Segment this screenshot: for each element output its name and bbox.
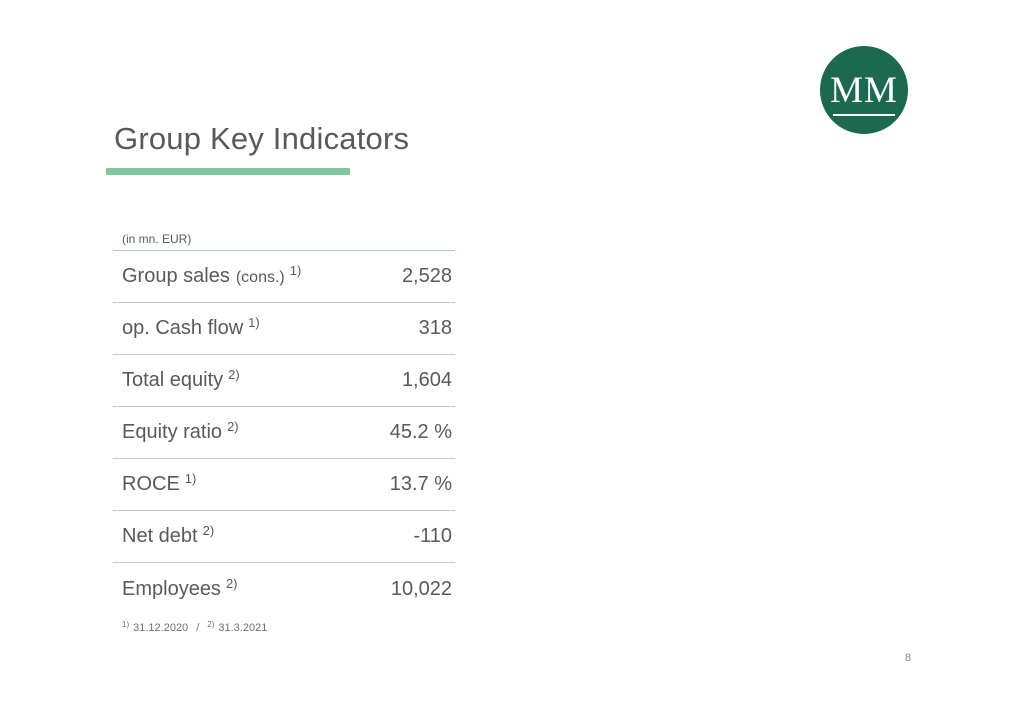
row-label-text: ROCE [122, 473, 180, 495]
kpi-table: (in mn. EUR) Group sales (cons.) 1) 2,52… [113, 232, 455, 634]
row-footnote-marker: 2) [202, 523, 215, 538]
table-row: Employees 2) 10,022 [113, 563, 455, 615]
logo-monogram: MM [830, 70, 898, 111]
row-footnote-marker: 1) [248, 315, 260, 330]
page-title: Group Key Indicators [114, 121, 410, 156]
row-value: 45.2 % [389, 421, 452, 443]
footnote-marker-1: 1) [122, 620, 130, 629]
row-footnote-marker: 1) [289, 263, 302, 278]
row-label-text: Employees [122, 577, 221, 600]
footnote-date-1: 31.12.2020 [133, 622, 189, 634]
table-row: Total equity 2) 1,604 [113, 355, 455, 407]
row-label-text: Net debt [122, 525, 198, 547]
footnote-date-2: 31.3.2021 [218, 622, 268, 634]
row-value: 318 [418, 317, 452, 339]
row-value: 2,528 [401, 265, 452, 287]
row-value: 13.7 % [389, 473, 452, 495]
table-row: op. Cash flow 1) 318 [113, 303, 455, 355]
row-label-text: Equity ratio [122, 421, 223, 443]
table-row: ROCE 1) 13.7 % [113, 459, 455, 511]
footnote: 1) 31.12.2020 / 2) 31.3.2021 [113, 620, 455, 634]
row-value: 1,604 [401, 369, 452, 391]
row-label-qualifier: (cons.) [235, 269, 285, 286]
title-accent-bar [106, 168, 350, 175]
logo-underline [833, 114, 895, 116]
row-label: op. Cash flow 1) [122, 315, 260, 340]
company-logo-icon: MM [820, 46, 908, 134]
row-label: Employees 2) [122, 575, 238, 601]
table-row: Group sales (cons.) 1) 2,528 [113, 251, 455, 303]
row-label-text: Total equity [122, 369, 224, 391]
row-label-text: op. Cash flow [122, 317, 244, 339]
row-footnote-marker: 2) [228, 367, 240, 382]
row-footnote-marker: 2) [225, 575, 238, 591]
footnote-separator: / [196, 622, 200, 634]
row-label: Equity ratio 2) [122, 419, 239, 444]
row-label: ROCE 1) [122, 471, 197, 496]
row-label-text: Group sales [122, 265, 230, 287]
footnote-marker-2: 2) [207, 620, 215, 629]
row-label: Group sales (cons.) 1) [122, 263, 302, 288]
row-label: Net debt 2) [122, 523, 215, 548]
table-row: Net debt 2) -110 [113, 511, 455, 563]
table-unit-header: (in mn. EUR) [113, 232, 455, 251]
row-footnote-marker: 2) [227, 419, 239, 434]
row-value: 10,022 [390, 577, 452, 600]
page-number: 8 [905, 652, 912, 664]
table-row: Equity ratio 2) 45.2 % [113, 407, 455, 459]
row-footnote-marker: 1) [184, 471, 197, 486]
row-value: -110 [413, 525, 452, 547]
row-label: Total equity 2) [122, 367, 240, 392]
